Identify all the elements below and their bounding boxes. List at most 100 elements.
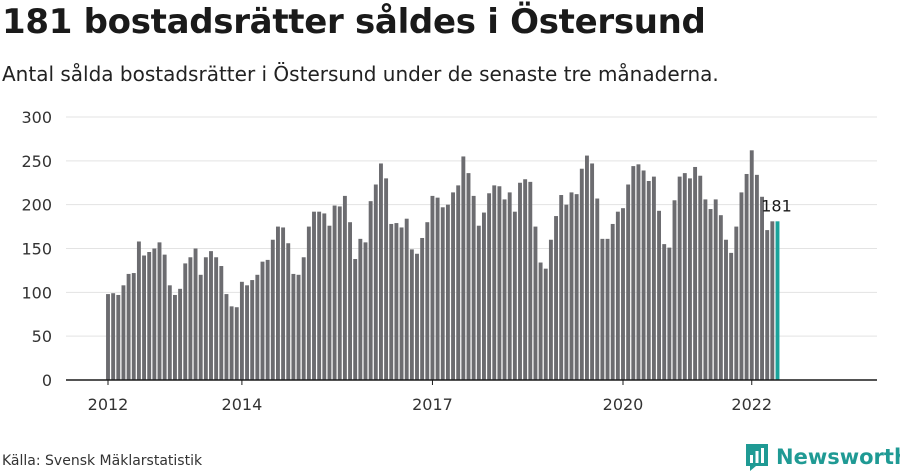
- chart-title: 181 bostadsrätter såldes i Östersund: [2, 2, 706, 42]
- brand-name: Newsworthy: [776, 445, 900, 469]
- bar: [286, 243, 291, 380]
- bar: [471, 195, 476, 380]
- bar: [337, 206, 342, 380]
- bar: [574, 194, 579, 380]
- bar: [348, 222, 352, 380]
- bar: [708, 209, 713, 380]
- bar: [270, 239, 275, 380]
- y-tick-label: 150: [21, 240, 52, 259]
- bar: [255, 274, 260, 380]
- bar: [636, 164, 641, 380]
- bar: [502, 199, 507, 380]
- bar: [420, 237, 425, 380]
- source-note: Källa: Svensk Mäklarstatistik: [2, 453, 203, 469]
- bar: [466, 173, 471, 380]
- bar: [461, 156, 466, 380]
- bar: [435, 197, 440, 380]
- x-tick-label: 2017: [412, 395, 453, 414]
- bar: [615, 211, 620, 380]
- bar: [301, 257, 306, 380]
- bar: [322, 213, 327, 380]
- bar: [492, 185, 497, 380]
- bar: [332, 205, 337, 380]
- bar: [538, 262, 543, 380]
- bar: [203, 257, 208, 380]
- bar: [672, 200, 677, 380]
- newsworthy-logo-icon: [746, 444, 768, 471]
- bar: [193, 248, 198, 380]
- bar: [543, 268, 548, 380]
- bar: [533, 226, 538, 380]
- bar: [595, 198, 600, 380]
- bar: [559, 195, 564, 380]
- bar: [482, 212, 486, 380]
- bar: [358, 238, 363, 380]
- bar: [651, 176, 656, 380]
- bar: [585, 155, 589, 380]
- bar: [363, 242, 368, 380]
- bar: [718, 215, 723, 380]
- bar: [152, 248, 157, 380]
- bars: [106, 150, 780, 380]
- y-tick-label: 250: [21, 152, 52, 171]
- bar: [631, 166, 636, 380]
- bar: [245, 285, 249, 380]
- bar: [147, 252, 152, 380]
- bar: [229, 306, 234, 380]
- bar: [111, 293, 116, 380]
- bar: [131, 273, 136, 380]
- brand-logo[interactable]: Newsworthy: [744, 442, 900, 472]
- bar: [394, 223, 399, 380]
- bar: [646, 180, 651, 380]
- bar: [312, 211, 316, 380]
- highlight-value-label: 181: [761, 196, 792, 215]
- bar: [445, 204, 450, 380]
- bar: [739, 192, 744, 380]
- bar: [548, 239, 553, 380]
- bar: [765, 230, 770, 380]
- bar: [754, 174, 759, 380]
- bar: [415, 253, 419, 380]
- bar: [281, 227, 286, 380]
- bar: [389, 223, 394, 380]
- bar: [487, 193, 492, 380]
- y-tick-label: 100: [21, 283, 52, 302]
- bar: [641, 170, 646, 380]
- bar: [178, 288, 183, 380]
- x-tick-label: 2014: [222, 395, 263, 414]
- bar: [276, 226, 280, 380]
- bar: [554, 216, 558, 380]
- y-axis: 0 50 100 150 200 250 300: [21, 108, 52, 390]
- bar: [713, 199, 718, 380]
- x-tick-label: 2022: [731, 395, 772, 414]
- y-tick-label: 0: [42, 371, 52, 390]
- bar: [167, 285, 172, 380]
- x-axis: 2012 2014 2017 2020 2022: [66, 379, 877, 414]
- bar: [749, 150, 754, 380]
- bar: [404, 218, 409, 380]
- bar: [409, 249, 414, 380]
- bar: [451, 192, 455, 380]
- bar: [173, 294, 177, 380]
- bar: [425, 222, 430, 380]
- bar: [136, 241, 141, 380]
- bar: [662, 244, 667, 380]
- y-tick-label: 300: [21, 108, 52, 127]
- bar: [162, 254, 167, 380]
- bar: [590, 163, 595, 380]
- bar: [610, 223, 615, 380]
- bar: [250, 280, 255, 380]
- bar: [353, 259, 358, 380]
- bar: [296, 274, 301, 380]
- bar: [600, 238, 605, 380]
- bar: [142, 255, 146, 380]
- bar: [260, 261, 265, 380]
- bar: [399, 227, 404, 380]
- bar: [116, 294, 121, 380]
- bar: [657, 210, 661, 380]
- bar: [729, 252, 734, 380]
- bar: [528, 181, 533, 380]
- bar: [224, 294, 229, 380]
- bar: [682, 173, 687, 380]
